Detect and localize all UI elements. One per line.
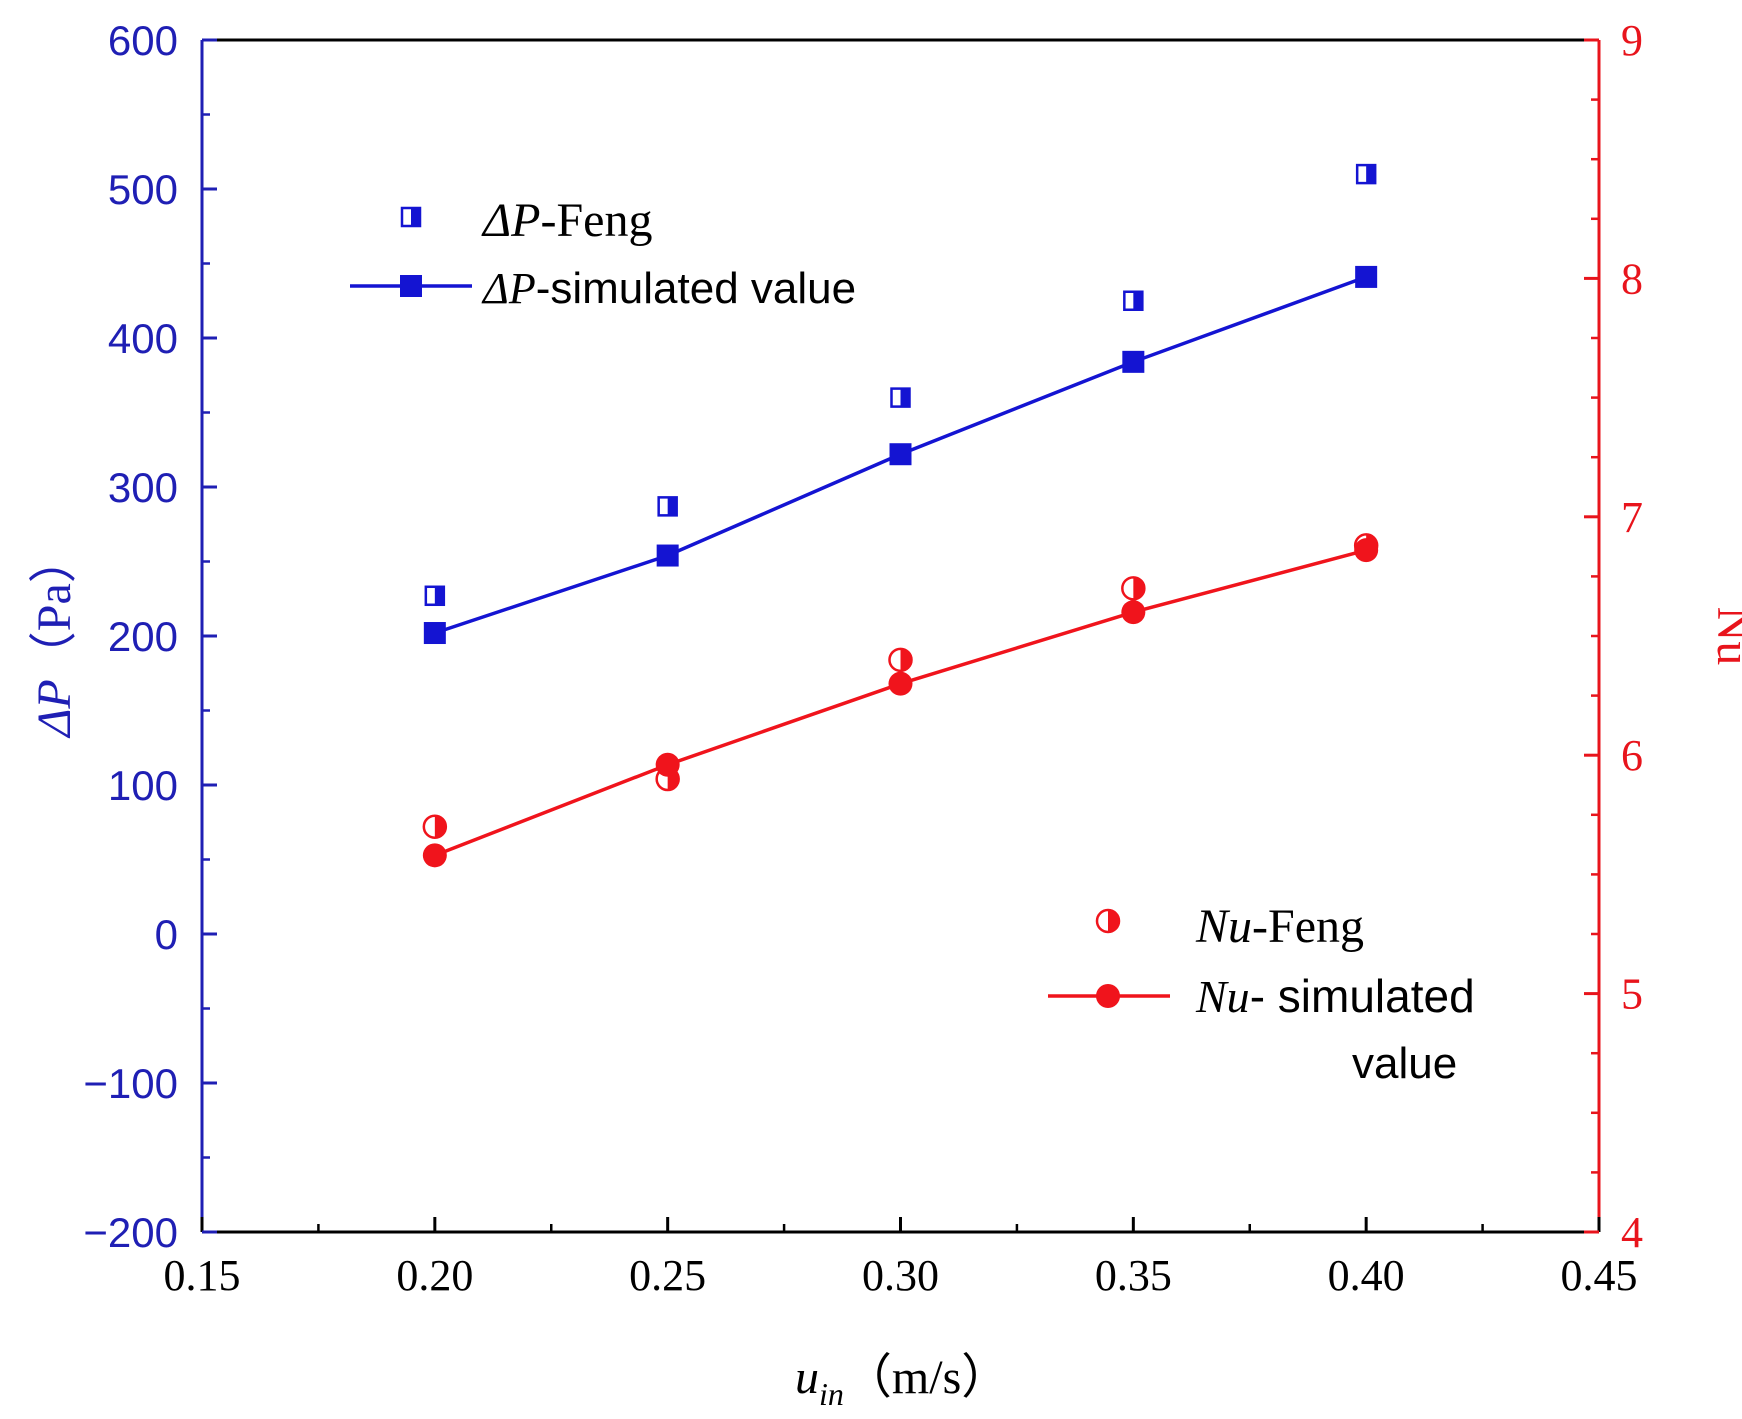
x-tick-label: 0.45 (1561, 1251, 1638, 1300)
x-tick-label: 0.40 (1328, 1251, 1405, 1300)
right-y-tick-label: 5 (1621, 970, 1643, 1019)
data-point-square (1122, 350, 1145, 373)
left-y-tick-label: −100 (83, 1060, 178, 1107)
data-point-circle (655, 752, 680, 777)
legend-label-text: -Feng (541, 194, 653, 247)
x-axis-ticks: 0.15 0.20 0.25 0.30 0.35 0.40 0.45 (164, 1217, 1638, 1300)
x-axis-title-unit: （m/s） (844, 1351, 1009, 1404)
data-point-circle (422, 843, 447, 868)
left-y-axis-ticks: −200 −100 0 100 200 300 400 500 600 (83, 17, 217, 1256)
x-axis-title-subscript: in (819, 1376, 844, 1412)
left-y-tick-label: 600 (108, 17, 178, 64)
series-1 (423, 265, 1378, 645)
data-point-half-circle-fill (900, 648, 912, 671)
legend-label: ΔP-simulated value (481, 264, 856, 313)
x-tick-label: 0.25 (629, 1251, 706, 1300)
data-point-circle (1121, 600, 1146, 625)
series-line (434, 548, 1367, 857)
x-tick-label: 0.15 (164, 1251, 241, 1300)
left-y-axis-title-symbol: ΔP (28, 679, 81, 739)
data-point-half-square-fill (1366, 165, 1376, 184)
data-point-half-square-fill (667, 497, 677, 516)
right-y-tick-label: 8 (1621, 254, 1643, 303)
legend-label-symbol: Nu (1195, 971, 1250, 1022)
left-y-tick-label: −200 (83, 1209, 178, 1256)
data-point-half-square-fill (1133, 291, 1143, 310)
left-y-tick-label: 500 (108, 166, 178, 213)
data-point-half-circle-fill (434, 815, 446, 838)
legend-label-symbol: Nu (1195, 900, 1252, 953)
legend-label-text: -simulated value (536, 264, 856, 313)
right-y-axis-ticks: 4 5 6 7 8 9 (1584, 16, 1643, 1257)
left-y-tick-label: 0 (155, 911, 178, 958)
legend-marker-circle (1096, 984, 1120, 1008)
legend-marker-square (400, 275, 422, 297)
legend-marker-half-circle-fill (1108, 910, 1119, 932)
x-tick-label: 0.30 (862, 1251, 939, 1300)
series-0 (424, 163, 1377, 607)
right-y-tick-label: 6 (1621, 731, 1643, 780)
x-axis-title: uin（m/s） (795, 1351, 1009, 1412)
legend-label: Nu-Feng (1195, 900, 1364, 953)
data-point-circle (888, 671, 913, 696)
legend-label: ΔP-Feng (481, 194, 652, 247)
right-y-tick-label: 7 (1621, 493, 1643, 542)
data-point-square (656, 544, 679, 567)
legend-label-symbol: ΔP (481, 194, 541, 247)
right-y-tick-label: 4 (1621, 1208, 1643, 1257)
left-y-tick-label: 300 (108, 464, 178, 511)
right-y-tick-label: 9 (1621, 16, 1643, 65)
data-point-half-circle-fill (1133, 577, 1145, 600)
legend-label-text: - simulated (1250, 970, 1475, 1022)
data-point-square (889, 443, 912, 466)
left-y-tick-label: 100 (108, 762, 178, 809)
legend-label: Nu- simulated (1195, 970, 1475, 1022)
legend-marker-half-square-fill (411, 208, 420, 226)
left-y-tick-label: 200 (108, 613, 178, 660)
legend-label-text-wrap: value (1352, 1039, 1457, 1088)
legend-label-text: -Feng (1252, 900, 1364, 953)
data-point-square (423, 622, 446, 645)
data-point-square (1355, 265, 1378, 288)
data-point-circle (1354, 538, 1379, 563)
legend-label-symbol: ΔP (481, 264, 536, 313)
left-y-axis-title: ΔP（Pa） (28, 535, 81, 739)
data-point-half-square-fill (434, 586, 444, 605)
left-y-axis-title-unit: （Pa） (28, 535, 81, 679)
x-axis-title-symbol: u (795, 1351, 819, 1404)
x-tick-label: 0.35 (1095, 1251, 1172, 1300)
data-point-half-square-fill (900, 388, 910, 407)
x-tick-label: 0.20 (396, 1251, 473, 1300)
left-y-tick-label: 400 (108, 315, 178, 362)
right-y-axis-title: Nu (1707, 607, 1742, 666)
series-3 (422, 538, 1379, 868)
